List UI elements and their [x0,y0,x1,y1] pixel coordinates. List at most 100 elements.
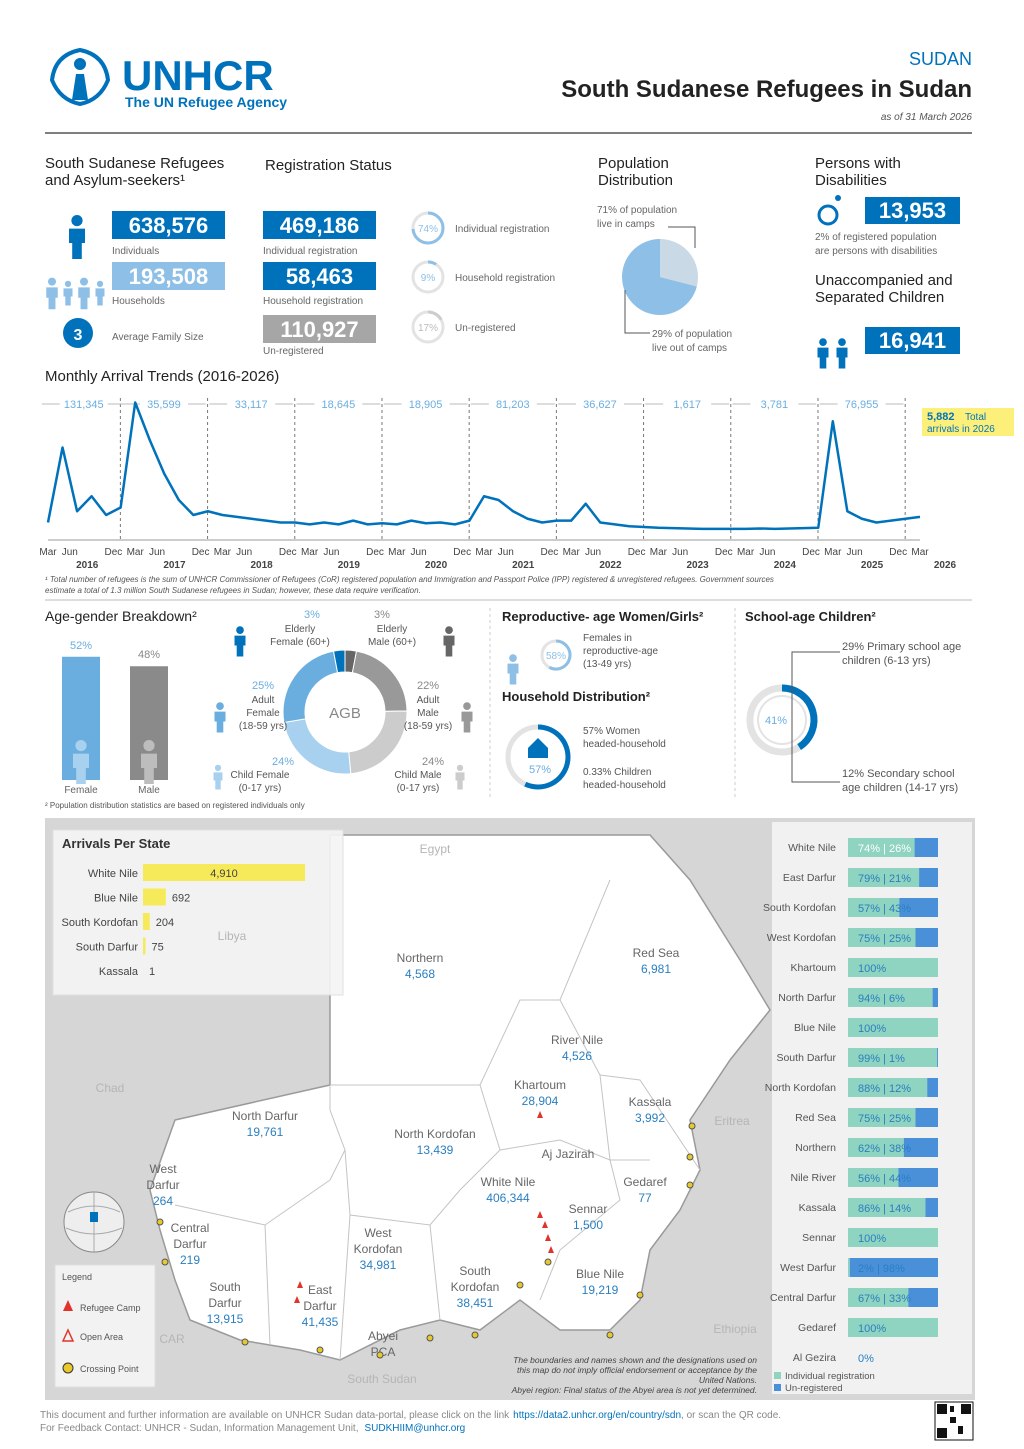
disclaimer: The boundaries and names shown and the d… [513,1355,757,1365]
refugee-camp [548,1246,554,1253]
state-name: White Nile [481,1175,536,1189]
arrival-line [46,401,921,531]
state-value: 1,500 [573,1218,603,1232]
crossing-point [606,1331,614,1339]
registration-label: 74% | 26% [858,843,911,855]
state-name: Northern [795,1142,836,1154]
state-name: West Kordofan [767,932,836,944]
registration-label: 86% | 14% [858,1203,911,1215]
state-name: Central [171,1221,210,1235]
segment-name: Child Male [394,770,442,781]
x-tick-label: Mar [127,547,145,558]
registration-bar [848,928,916,947]
registration-bar [848,988,933,1007]
refugee-camp [545,1234,551,1241]
footnote: ² Population distribution statistics are… [45,801,305,810]
globe-sudan [90,1212,98,1222]
state-name: South [459,1264,490,1278]
person-icon [836,347,848,369]
registration-bar [848,1198,926,1217]
year-label: 2023 [687,560,710,571]
period-label-bg [59,397,108,410]
period-total: 3,781 [761,399,789,411]
registration-bar [848,868,920,887]
bracket-line [791,651,840,783]
state-value: 13,439 [417,1143,454,1157]
registration-bar [848,1108,916,1127]
footer-link[interactable]: https://data2.unhcr.org/en/country/sdn [513,1410,681,1421]
crossing-point [316,1346,324,1354]
state-value: 3,992 [635,1111,665,1125]
school-text: 12% Secondary school [842,768,955,780]
arrival-bar [143,937,146,955]
out-of-camps-text: live out of camps [652,343,727,354]
state-value: 6,981 [641,962,671,976]
page-title: South Sudanese Refugees in Sudan [561,76,972,103]
school-text: 29% Primary school age [842,641,961,653]
state-name: East [308,1283,333,1297]
segment-pct: 22% [417,680,439,692]
registration-bar [932,988,938,1007]
state-name: Darfur [208,1296,241,1310]
segment-name: Male (60+) [368,637,416,648]
disabilities-text: 2% of registered population [815,232,937,243]
state-name: Al Gezira [793,1352,836,1364]
footer-email[interactable]: SUDKHIIM@unhcr.org [364,1423,465,1434]
disclaimer: this map do not imply official endorseme… [517,1365,757,1375]
legend-item: Individual registration [785,1371,875,1382]
x-tick-label: Jun [411,547,427,558]
country-label: Ethiopia [713,1322,757,1336]
x-tick-label: Dec [105,547,123,558]
segment-pct: 3% [304,609,320,621]
registration-pct: 74% [418,224,438,235]
registration-bar [848,1078,928,1097]
x-tick-label: Dec [366,547,384,558]
legend-camp [63,1300,73,1311]
x-tick-label: Dec [541,547,559,558]
person-icon [75,740,87,752]
state-value: 219 [180,1253,200,1267]
x-tick-label: Dec [453,547,471,558]
state-name: Kassala [629,1095,672,1109]
state-name: Khartoum [514,1078,566,1092]
legend-title: Legend [62,1272,92,1282]
x-tick-label: Jun [759,547,775,558]
section-title: Distribution [598,172,673,189]
date: as of 31 March 2026 [881,112,973,123]
state-name: Darfur [303,1299,336,1313]
segment-pct: 3% [374,609,390,621]
person-icon [78,287,90,310]
x-tick-label: Dec [192,547,210,558]
state-name: Central Darfur [770,1292,836,1304]
state-value: 19,761 [247,1125,284,1139]
year-label: 2026 [934,560,957,571]
registration-label: 79% | 21% [858,873,911,885]
registration-label: 100% [858,1323,886,1335]
registration-bar [908,1288,938,1307]
x-tick-label: Mar [563,547,581,558]
state-value: 264 [153,1194,173,1208]
state-value: 4,526 [562,1049,592,1063]
period-label-bg [750,397,799,410]
segment-name: Adult [417,695,440,706]
crossing-point [636,1291,644,1299]
person-icon [443,635,455,657]
period-total: 81,203 [496,399,530,411]
person-icon [445,626,453,634]
state-value: 406,344 [486,1191,530,1205]
period-total: 18,905 [409,399,443,411]
bar-value-label: 692 [172,893,190,905]
state-value: 38,451 [457,1296,494,1310]
disability-icon [817,204,839,226]
period-label-bg [139,397,188,410]
logo-text: UNHCR [122,52,274,99]
bar-category: South Darfur [76,942,139,954]
country-label: Libya [218,929,247,943]
section-title: Registration Status [265,157,392,174]
bar-category: Blue Nile [94,893,138,905]
registration-label: 88% | 12% [858,1083,911,1095]
school-text: age children (14-17 yrs) [842,782,958,794]
x-tick-label: Dec [889,547,907,558]
period-label-bg [663,397,712,410]
